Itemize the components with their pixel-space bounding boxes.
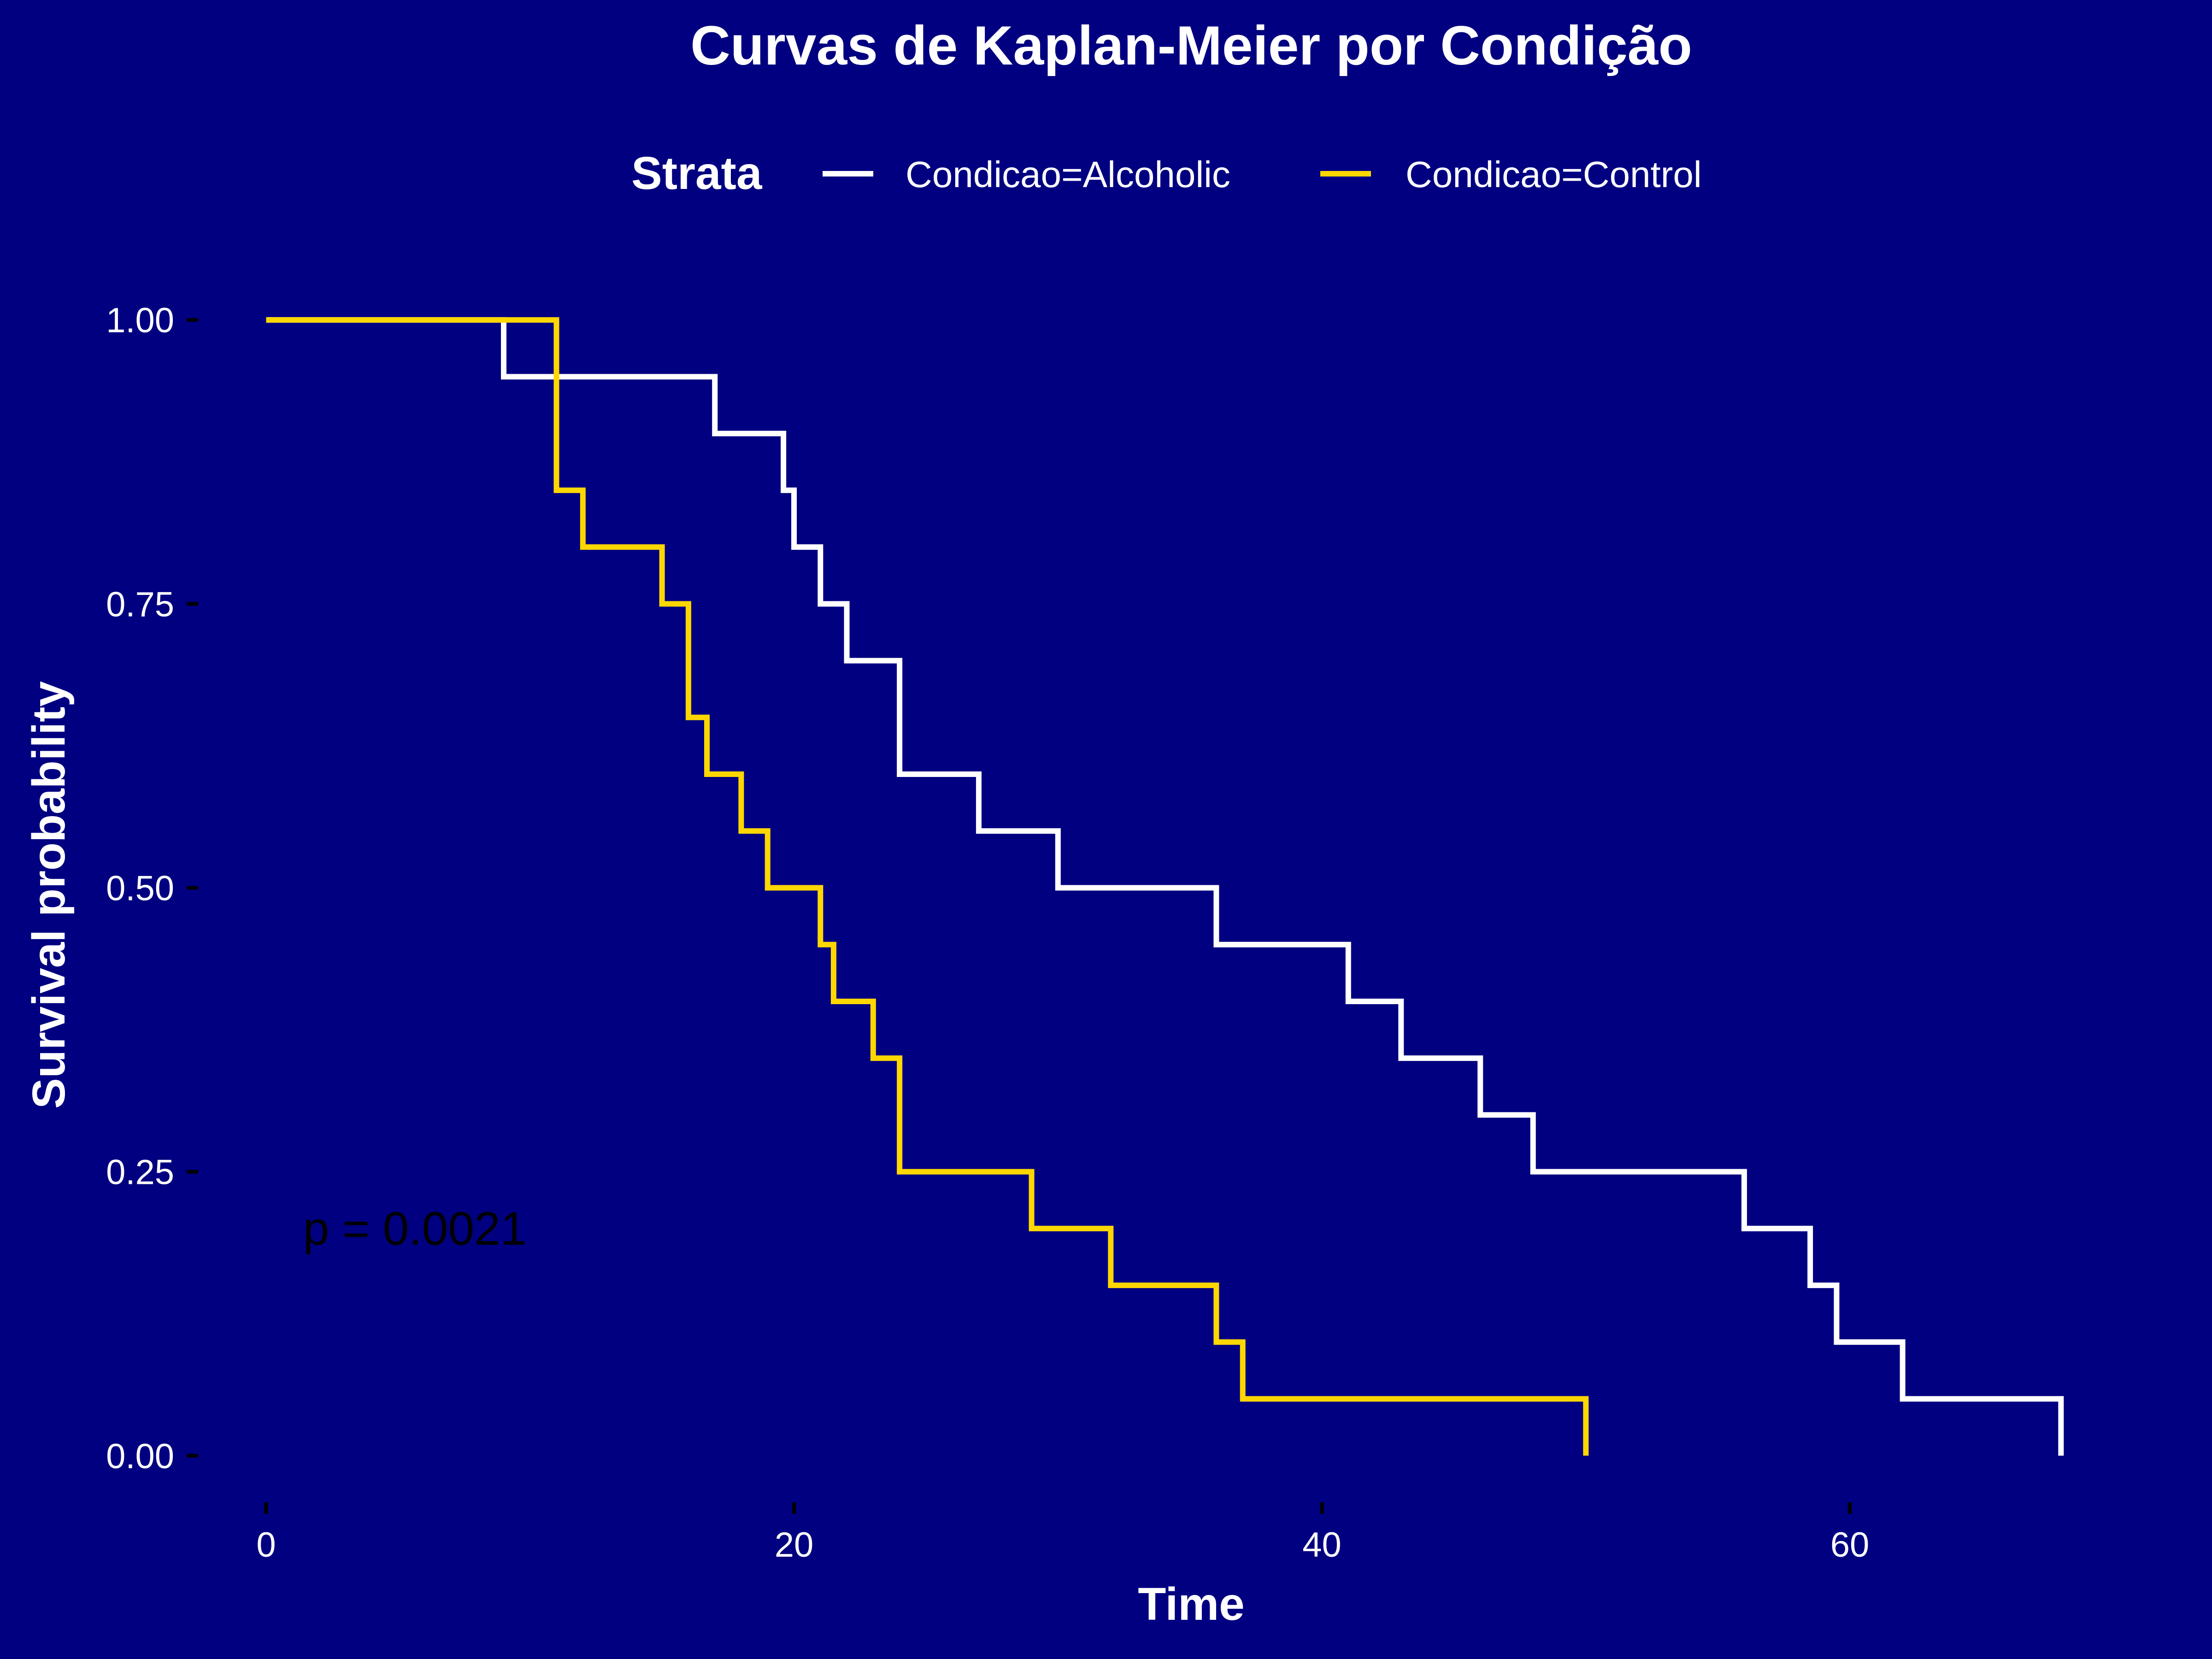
y-tick-label: 1.00 bbox=[106, 301, 174, 340]
y-tick-label: 0.00 bbox=[106, 1437, 174, 1476]
y-axis-ticks: 0.00 0.25 0.50 0.75 1.00 bbox=[106, 301, 198, 1476]
chart-title: Curvas de Kaplan-Meier por Condição bbox=[690, 15, 1692, 76]
p-value-annotation: p = 0.0021 bbox=[303, 1202, 527, 1255]
y-tick-label: 0.75 bbox=[106, 585, 174, 624]
y-tick-label: 0.25 bbox=[106, 1153, 174, 1192]
legend-title: Strata bbox=[631, 147, 763, 199]
y-axis-title: Survival probability bbox=[23, 681, 75, 1109]
legend-label: Condicao=Alcoholic bbox=[906, 154, 1230, 195]
legend-items: Condicao=Alcoholic Condicao=Control bbox=[823, 154, 1702, 195]
y-tick-label: 0.50 bbox=[106, 869, 174, 908]
x-axis-title: Time bbox=[1138, 1578, 1245, 1630]
x-tick-label: 20 bbox=[775, 1525, 814, 1565]
legend: Strata Condicao=Alcoholic Condicao=Contro… bbox=[631, 147, 1702, 199]
x-tick-label: 60 bbox=[1830, 1525, 1870, 1565]
series-line-alcoholic bbox=[266, 317, 2064, 1456]
series-line-control bbox=[266, 317, 1589, 1456]
x-tick-label: 0 bbox=[256, 1525, 276, 1565]
x-axis-ticks: 0 20 40 60 bbox=[256, 1502, 1869, 1565]
x-tick-label: 40 bbox=[1302, 1525, 1341, 1565]
legend-label: Condicao=Control bbox=[1406, 154, 1702, 195]
series-layer bbox=[266, 317, 2064, 1456]
